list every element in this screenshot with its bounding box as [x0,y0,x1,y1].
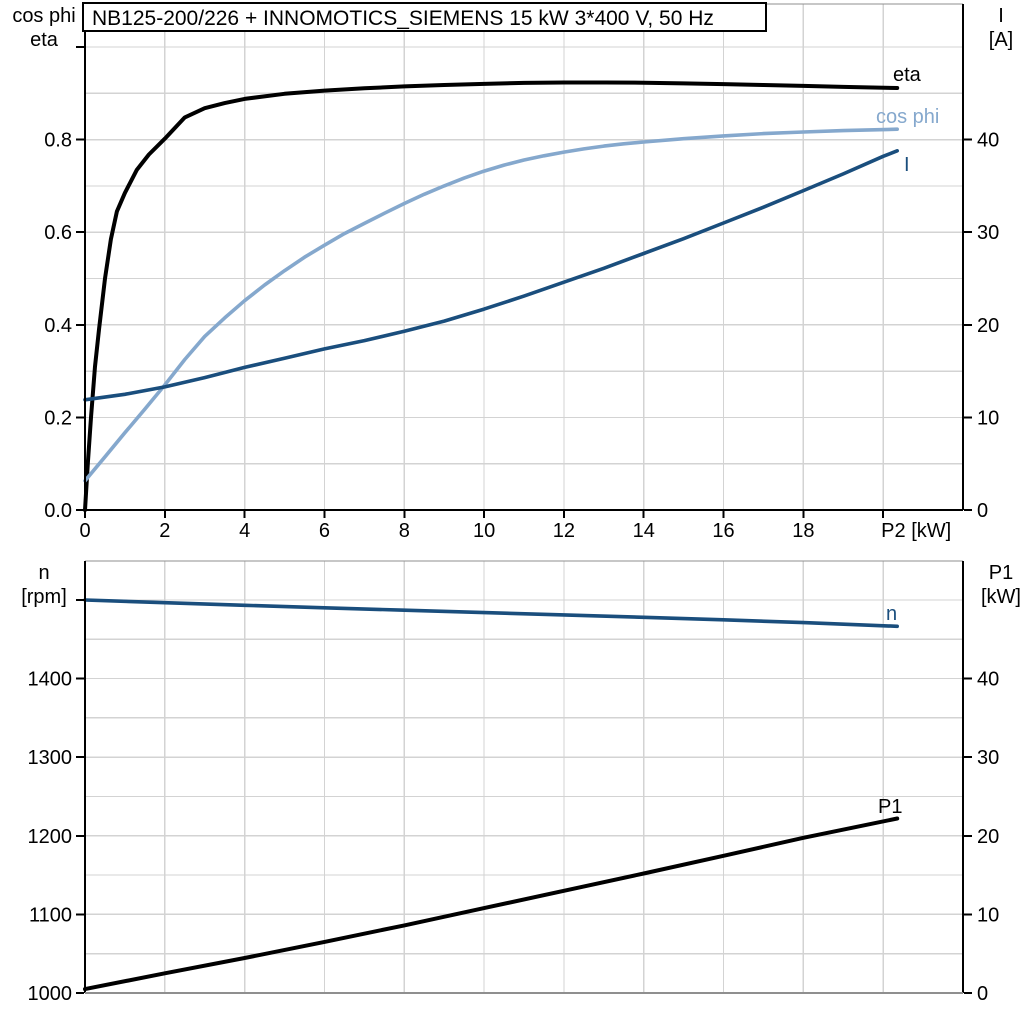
right-axis-title: [kW] [981,586,1021,608]
n-curve-label: n [886,603,897,625]
x-tick-label: 2 [159,520,170,542]
left-tick-label: 0.4 [44,315,72,337]
x-tick-label: 6 [319,520,330,542]
n-curve [83,598,900,629]
right-axis-title: P1 [989,562,1013,584]
left-axis-title: n [38,562,49,584]
right-tick-label: 10 [977,904,999,926]
left-tick-label: 0.8 [44,130,72,152]
left-tick-label: 0.6 [44,222,72,244]
left-tick-label: 1100 [29,904,72,926]
x-tick-label: 10 [473,520,495,542]
x-tick-label: 14 [633,520,655,542]
right-axis-title: [A] [989,29,1013,51]
right-tick-label: 20 [977,826,999,848]
left-axis-title: eta [30,29,59,51]
left-tick-label: 0.2 [44,407,72,429]
left-tick-label: 1000 [28,983,73,1005]
current-curve [83,149,900,402]
left-tick-label: 1400 [28,669,73,691]
left-axis-title: cos phi [12,5,75,27]
cos_phi-curve [83,127,900,483]
right-tick-label: 0 [977,983,988,1005]
P1-curve-label: P1 [878,796,902,818]
x-axis-title: P2 [kW] [881,520,951,542]
eta-curve [83,80,900,512]
right-tick-label: 40 [977,669,999,691]
left-tick-label: 1300 [28,747,73,769]
x-tick-label: 0 [79,520,90,542]
P1-curve [83,816,900,992]
left-axis-title: [rpm] [21,586,67,608]
eta-curve-label: eta [893,64,922,86]
x-tick-label: 12 [553,520,575,542]
right-tick-label: 40 [977,130,999,152]
x-tick-label: 18 [792,520,814,542]
title-box [82,2,767,32]
right-tick-label: 30 [977,747,999,769]
right-tick-label: 30 [977,222,999,244]
right-tick-label: 0 [977,500,988,522]
current-curve-label: I [904,154,910,176]
cos_phi-curve-label: cos phi [876,106,939,128]
left-tick-label: 0.0 [44,500,72,522]
x-tick-label: 16 [712,520,734,542]
left-tick-label: 1200 [28,826,73,848]
x-tick-label: 4 [239,520,250,542]
x-tick-label: 8 [399,520,410,542]
right-axis-title: I [998,5,1004,27]
right-tick-label: 20 [977,315,999,337]
right-tick-label: 10 [977,407,999,429]
chart-title: NB125-200/226 + INNOMOTICS_SIEMENS 15 kW… [92,7,714,30]
